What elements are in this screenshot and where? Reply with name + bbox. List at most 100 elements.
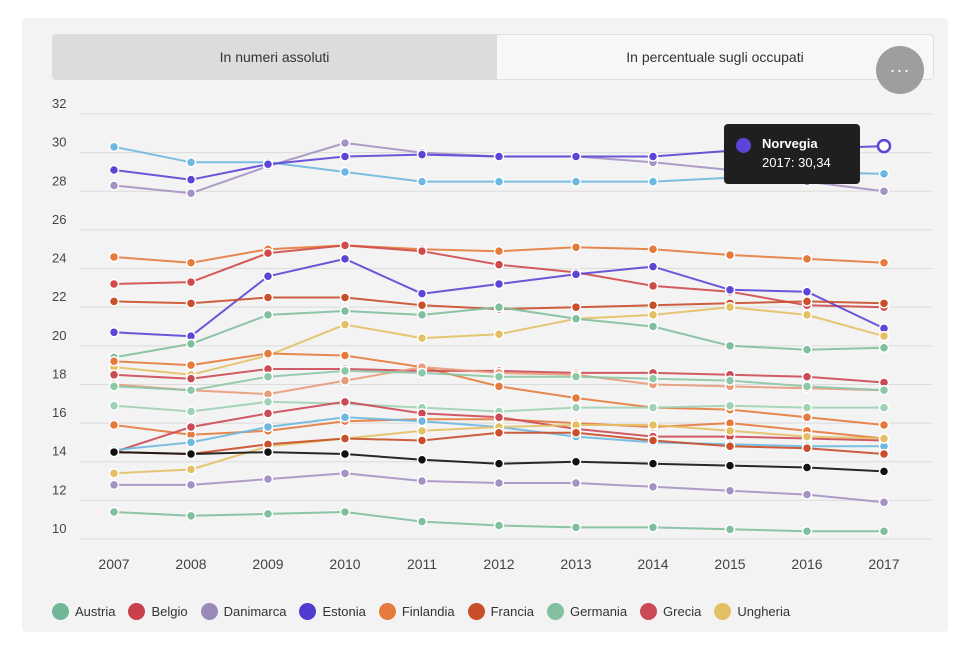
data-point — [801, 381, 813, 392]
data-point — [262, 421, 274, 433]
data-point — [493, 381, 505, 392]
data-point — [416, 332, 428, 344]
data-point — [724, 485, 736, 496]
data-point — [878, 497, 890, 508]
legend-item-danimarca[interactable]: Danimarca — [200, 602, 286, 620]
legend-item-germania[interactable]: Germania — [546, 602, 627, 620]
data-point — [262, 508, 274, 520]
data-point — [801, 371, 813, 382]
legend-item-francia[interactable]: Francia — [467, 602, 534, 620]
data-point — [262, 292, 274, 303]
data-point — [724, 301, 736, 313]
data-point — [570, 313, 582, 325]
data-point — [108, 446, 120, 458]
y-tick-label: 28 — [52, 173, 66, 188]
data-point — [108, 278, 120, 290]
y-tick-label: 22 — [52, 289, 66, 304]
data-point — [262, 396, 274, 408]
x-tick-label: 2016 — [791, 556, 822, 572]
more-options-button[interactable]: ··· — [876, 46, 924, 94]
data-point — [339, 166, 351, 178]
data-point — [647, 435, 659, 446]
data-point — [647, 522, 659, 533]
data-point — [493, 427, 505, 438]
legend-label: Grecia — [663, 603, 702, 619]
legend-color-dot — [128, 602, 146, 620]
legend-item-finlandia[interactable]: Finlandia — [378, 602, 455, 620]
tab-percentage-employed[interactable]: In percentuale sugli occupati — [497, 34, 934, 80]
y-tick-label: 16 — [52, 405, 66, 420]
data-point — [339, 319, 351, 330]
data-point — [108, 141, 120, 153]
data-point — [647, 176, 659, 187]
data-point — [262, 247, 274, 259]
data-point — [878, 448, 890, 460]
legend-color-dot — [299, 602, 317, 620]
data-point — [801, 526, 813, 537]
data-point — [647, 280, 659, 292]
data-point — [493, 151, 505, 162]
tab-absolute-numbers[interactable]: In numeri assoluti — [52, 34, 497, 80]
data-point — [647, 261, 659, 272]
data-point — [647, 373, 659, 384]
data-point — [878, 433, 890, 444]
legend-item-grecia[interactable]: Grecia — [640, 602, 702, 620]
data-point — [878, 330, 890, 342]
data-point — [878, 466, 890, 477]
data-point — [724, 460, 736, 471]
tooltip-value: 2017: 30,34 — [762, 155, 831, 170]
data-point — [185, 464, 197, 475]
x-tick-label: 2013 — [560, 556, 591, 572]
data-point — [185, 385, 197, 396]
x-tick-label: 2011 — [407, 556, 437, 572]
data-point — [185, 373, 197, 384]
data-point — [339, 305, 351, 317]
data-point — [416, 309, 428, 321]
data-point — [185, 257, 197, 268]
data-point — [185, 276, 197, 288]
legend-label: Estonia — [322, 603, 366, 619]
data-point — [339, 365, 351, 377]
data-point — [185, 359, 197, 371]
legend-item-ungheria[interactable]: Ungheria — [714, 602, 791, 620]
data-point — [878, 342, 890, 353]
data-point — [878, 402, 890, 413]
data-point — [647, 481, 659, 493]
data-point — [339, 253, 351, 265]
tab-percentage-employed-label: In percentuale sugli occupati — [626, 49, 804, 65]
data-point — [647, 402, 659, 413]
data-point — [647, 321, 659, 332]
data-point — [262, 408, 274, 419]
x-tick-label: 2007 — [98, 556, 129, 572]
data-point — [185, 437, 197, 448]
data-point — [108, 164, 120, 176]
data-point — [878, 186, 890, 197]
legend-item-belgio[interactable]: Belgio — [128, 602, 188, 620]
data-point — [801, 296, 813, 307]
data-point — [647, 419, 659, 431]
legend-label: Ungheria — [737, 603, 791, 619]
data-point — [801, 431, 813, 442]
data-point — [493, 259, 505, 270]
data-point — [493, 412, 505, 423]
data-point — [108, 180, 120, 191]
data-point — [878, 385, 890, 396]
legend-color-dot — [200, 602, 218, 620]
data-point — [185, 174, 197, 185]
y-tick-label: 24 — [52, 251, 66, 266]
data-point — [185, 406, 197, 417]
data-point — [185, 187, 197, 199]
data-point — [339, 375, 351, 386]
data-point — [493, 176, 505, 187]
data-point — [339, 433, 351, 444]
legend-item-estonia[interactable]: Estonia — [299, 602, 366, 620]
data-point — [878, 419, 890, 431]
legend-item-austria[interactable]: Austria — [52, 602, 115, 620]
chart-tooltip: Norvegia 2017: 30,34 — [724, 124, 860, 184]
y-tick-label: 30 — [52, 135, 66, 150]
data-point — [570, 151, 582, 162]
y-tick-label: 10 — [52, 521, 66, 536]
tooltip-series-name: Norvegia — [762, 136, 818, 151]
legend-color-dot — [52, 602, 69, 620]
data-point — [570, 242, 582, 253]
